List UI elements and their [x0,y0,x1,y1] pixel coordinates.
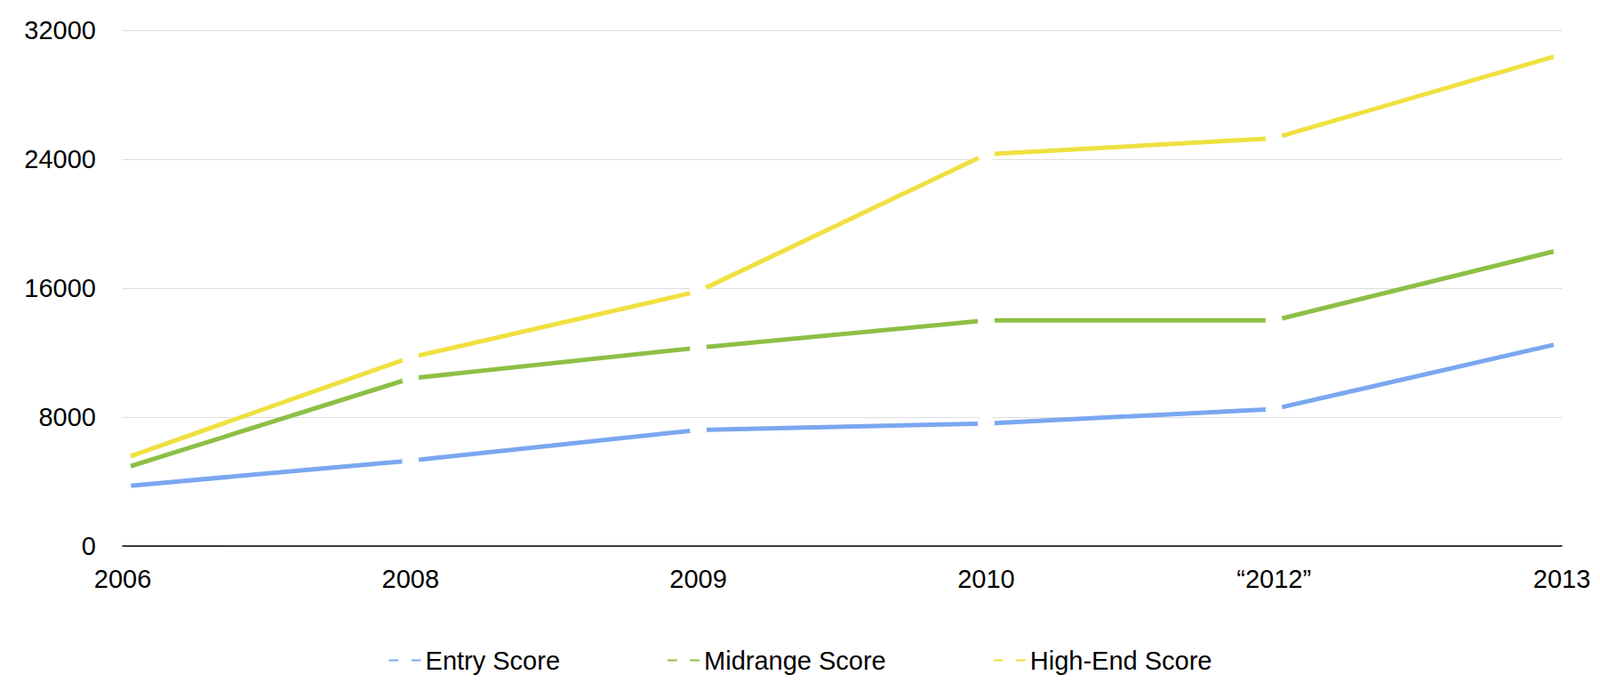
svg-text:16000: 16000 [24,273,96,303]
svg-text:0: 0 [81,531,96,560]
svg-text:2013: 2013 [1533,564,1592,593]
svg-text:24000: 24000 [24,144,96,174]
svg-text:2008: 2008 [382,564,440,593]
svg-text:8000: 8000 [38,402,96,432]
svg-text:32000: 32000 [24,16,96,45]
svg-text:High-End Score: High-End Score [1030,646,1213,675]
svg-text:2006: 2006 [94,564,152,593]
svg-text:2010: 2010 [957,564,1016,593]
svg-text:“2012”: “2012” [1236,564,1312,593]
svg-text:Midrange Score: Midrange Score [704,646,887,675]
svg-text:2009: 2009 [669,564,728,593]
svg-text:Entry Score: Entry Score [425,646,560,675]
